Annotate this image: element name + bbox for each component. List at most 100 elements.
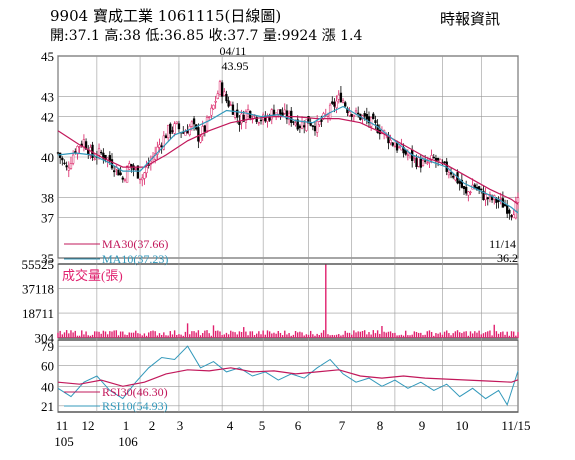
candle-body (67, 167, 70, 171)
candle-body (480, 188, 483, 190)
price-tick-label: 37 (41, 211, 55, 226)
candle-body (514, 201, 517, 219)
price-tick-label: 45 (41, 49, 54, 64)
candle-body (162, 135, 165, 150)
candle-body (76, 146, 79, 155)
high-value-label: 43.95 (222, 59, 249, 73)
candle-body (212, 104, 215, 110)
candle-body (443, 161, 446, 163)
candle-body (447, 172, 451, 176)
candle-body (352, 114, 356, 117)
candle-body (143, 172, 146, 179)
candle-body (292, 121, 295, 123)
ma30-legend-label: MA30(37.66) (102, 237, 168, 251)
candle-body (177, 123, 181, 130)
candle-body (320, 119, 323, 122)
month-label: 9 (419, 418, 426, 433)
candle-body (229, 104, 232, 106)
candle-body (231, 104, 235, 115)
candle-body (421, 160, 425, 166)
candle-body (484, 194, 487, 201)
candle-body (182, 132, 185, 134)
ma10-legend-label: MA10(37.23) (102, 252, 168, 266)
candle-body (119, 172, 122, 175)
month-label: 11 (56, 418, 69, 433)
candle-body (458, 181, 461, 184)
candle-body (326, 114, 330, 117)
candle-body (318, 121, 321, 125)
rsi-tick-label: 40 (41, 379, 54, 394)
candle-body (469, 191, 472, 194)
low-value-label: 36.2 (497, 251, 518, 265)
panel-frames (57, 55, 519, 413)
month-label: 1 (123, 418, 130, 433)
candle-body (166, 124, 170, 139)
candle-body (510, 215, 513, 217)
candle-body (156, 146, 159, 155)
candle-body (516, 197, 520, 203)
candle-body (482, 190, 485, 201)
candle-body (430, 155, 433, 161)
candle-body (125, 166, 129, 183)
volume-tick-label: 37118 (22, 282, 54, 297)
volume-tick-label: 18711 (22, 306, 54, 321)
candle-body (134, 168, 137, 170)
candle-body (175, 121, 178, 124)
candle-body (497, 200, 500, 202)
candle-body (199, 136, 202, 143)
candle-body (145, 166, 148, 174)
rsi10-line (57, 345, 519, 407)
candle-body (225, 94, 228, 102)
candle-body (389, 139, 392, 144)
candle-body (365, 114, 368, 120)
grid-lines (57, 55, 519, 412)
candle-body (426, 162, 429, 164)
candle-body (506, 205, 509, 214)
rsi-tick-label: 21 (41, 399, 54, 414)
candle-body (259, 119, 263, 122)
candle-body (257, 122, 260, 124)
candle-body (164, 135, 168, 139)
candle-body (449, 172, 453, 175)
candle-body (117, 169, 120, 176)
candle-body (477, 186, 481, 190)
candle-body (296, 119, 299, 130)
candle-body (503, 204, 507, 207)
candle-body (357, 112, 360, 115)
candle-body (123, 179, 127, 181)
month-label: 12 (82, 418, 95, 433)
year-label: 105 (54, 434, 74, 449)
candle-body (242, 114, 245, 122)
candle-body (128, 163, 131, 170)
candle-body (395, 142, 399, 151)
candle-body (100, 151, 103, 154)
candle-body (104, 154, 107, 161)
candle-body (169, 123, 172, 134)
month-label: 6 (295, 418, 302, 433)
candle-body (305, 119, 308, 131)
candle-body (71, 154, 75, 164)
candle-body (372, 113, 375, 120)
candle-body (415, 158, 418, 168)
month-label: 10 (456, 418, 469, 433)
candle-body (192, 118, 196, 125)
chart-title: 9904 寶成工業 1061115(日線圖) (50, 7, 282, 25)
candle-body (138, 178, 142, 181)
low-date-label: 11/14 (489, 237, 516, 251)
candle-body (452, 175, 455, 178)
rsi-tick-label: 60 (41, 359, 54, 374)
candle-body (333, 101, 336, 107)
candle-body (298, 125, 302, 129)
volume-tick-label: 304 (35, 331, 55, 346)
candle-body (344, 102, 347, 107)
candle-body (363, 113, 366, 117)
candle-body (236, 109, 239, 118)
candle-body (113, 170, 116, 173)
rsi10-legend-label: RSI10(54.93) (102, 399, 168, 413)
candle-body (499, 198, 502, 200)
candle-body (413, 157, 416, 159)
candle-body (136, 165, 140, 179)
month-label: 3 (177, 418, 184, 433)
candle-body (335, 100, 338, 109)
candle-body (65, 165, 68, 168)
